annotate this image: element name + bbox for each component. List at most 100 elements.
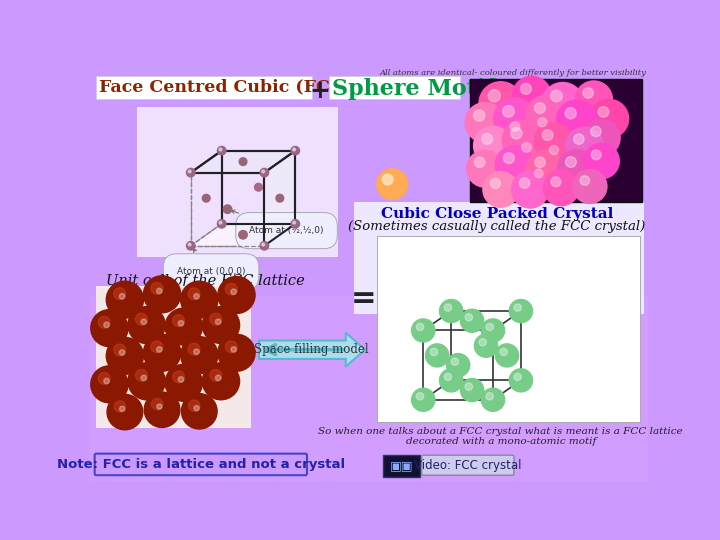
Circle shape	[225, 341, 237, 353]
Circle shape	[219, 221, 222, 224]
Circle shape	[178, 377, 184, 382]
Circle shape	[461, 309, 484, 332]
Circle shape	[503, 106, 514, 117]
Circle shape	[231, 289, 236, 294]
Bar	[383, 455, 420, 477]
Circle shape	[439, 369, 463, 392]
Circle shape	[482, 388, 505, 411]
Circle shape	[510, 122, 520, 131]
Circle shape	[534, 123, 573, 161]
Text: decorated with a mono-atomic motif: decorated with a mono-atomic motif	[405, 437, 596, 445]
Circle shape	[565, 157, 576, 167]
Circle shape	[534, 169, 543, 178]
Circle shape	[188, 343, 200, 355]
Text: Face Centred Cubic (FCC) Lattice: Face Centred Cubic (FCC) Lattice	[99, 78, 426, 95]
Text: So when one talks about a FCC crystal what is meant is a FCC lattice: So when one talks about a FCC crystal wh…	[318, 427, 683, 436]
Circle shape	[565, 107, 576, 119]
Circle shape	[260, 241, 269, 250]
Circle shape	[98, 373, 110, 384]
Circle shape	[165, 308, 202, 345]
Circle shape	[538, 118, 547, 127]
Circle shape	[512, 171, 549, 208]
Circle shape	[104, 322, 109, 328]
Circle shape	[194, 294, 199, 299]
Circle shape	[482, 319, 505, 342]
Circle shape	[151, 341, 163, 353]
Circle shape	[218, 276, 255, 314]
Bar	[354, 202, 644, 314]
Text: Atom at (0,0,0): Atom at (0,0,0)	[177, 249, 246, 276]
Circle shape	[107, 281, 143, 318]
Circle shape	[486, 323, 493, 330]
Circle shape	[446, 354, 469, 377]
Text: ▣▣: ▣▣	[390, 460, 413, 472]
Circle shape	[551, 177, 561, 187]
Circle shape	[426, 344, 449, 367]
Circle shape	[479, 82, 523, 125]
Circle shape	[503, 120, 543, 160]
Circle shape	[141, 319, 147, 325]
Text: =: =	[351, 284, 377, 313]
Circle shape	[416, 323, 423, 330]
Circle shape	[143, 276, 181, 313]
Circle shape	[219, 148, 222, 151]
Circle shape	[225, 283, 237, 295]
Circle shape	[128, 363, 165, 400]
Circle shape	[583, 88, 593, 98]
Circle shape	[120, 406, 125, 411]
Circle shape	[186, 168, 195, 177]
Circle shape	[514, 304, 521, 311]
Circle shape	[515, 137, 549, 170]
Circle shape	[120, 350, 125, 355]
Circle shape	[510, 127, 522, 139]
Circle shape	[151, 399, 163, 410]
Circle shape	[509, 369, 533, 392]
Circle shape	[465, 314, 472, 321]
Circle shape	[293, 221, 295, 224]
Circle shape	[173, 371, 184, 383]
Circle shape	[141, 375, 147, 381]
Circle shape	[522, 143, 531, 152]
Circle shape	[527, 150, 564, 187]
Circle shape	[291, 220, 300, 228]
Circle shape	[181, 336, 218, 374]
Circle shape	[202, 194, 210, 202]
Circle shape	[503, 116, 537, 150]
Circle shape	[461, 379, 484, 402]
Circle shape	[474, 110, 485, 121]
Circle shape	[157, 404, 162, 409]
Circle shape	[490, 178, 500, 188]
Circle shape	[444, 373, 451, 381]
Circle shape	[188, 243, 191, 246]
Circle shape	[156, 347, 162, 352]
Circle shape	[188, 170, 191, 173]
Circle shape	[598, 106, 609, 117]
Circle shape	[509, 300, 533, 322]
Circle shape	[439, 300, 463, 322]
Circle shape	[260, 168, 269, 177]
Polygon shape	[191, 151, 295, 173]
Circle shape	[500, 348, 508, 356]
Bar	[469, 79, 642, 202]
Circle shape	[223, 205, 232, 213]
Text: +: +	[309, 79, 330, 104]
Circle shape	[542, 83, 584, 124]
Circle shape	[217, 220, 226, 228]
Circle shape	[181, 394, 217, 429]
Circle shape	[534, 103, 545, 113]
Polygon shape	[259, 333, 365, 367]
Circle shape	[202, 307, 240, 343]
Polygon shape	[264, 151, 295, 246]
Circle shape	[551, 90, 562, 102]
Circle shape	[483, 172, 518, 207]
Circle shape	[114, 288, 125, 300]
Circle shape	[531, 112, 564, 144]
FancyBboxPatch shape	[96, 76, 312, 99]
Circle shape	[173, 315, 184, 327]
Circle shape	[494, 98, 536, 139]
Circle shape	[451, 358, 459, 366]
FancyBboxPatch shape	[329, 76, 461, 99]
Circle shape	[231, 347, 236, 352]
Circle shape	[465, 103, 505, 143]
Circle shape	[107, 394, 143, 430]
